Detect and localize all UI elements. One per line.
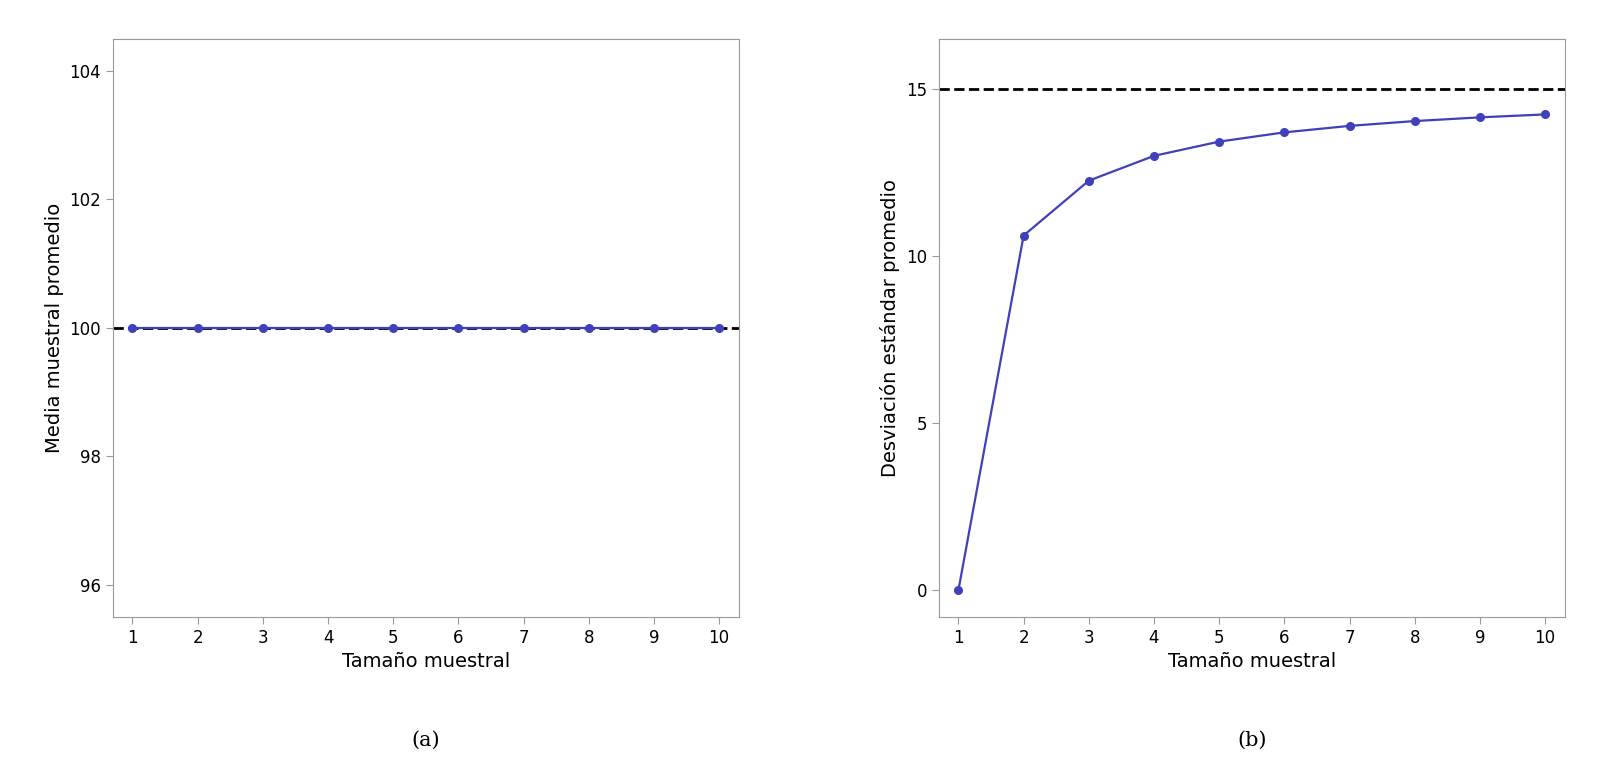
Y-axis label: Desviación estándar promedio: Desviación estándar promedio (881, 179, 900, 476)
X-axis label: Tamaño muestral: Tamaño muestral (342, 652, 510, 672)
Text: (b): (b) (1237, 731, 1266, 749)
Y-axis label: Media muestral promedio: Media muestral promedio (45, 203, 65, 453)
Text: (a): (a) (411, 731, 440, 749)
X-axis label: Tamaño muestral: Tamaño muestral (1168, 652, 1336, 672)
